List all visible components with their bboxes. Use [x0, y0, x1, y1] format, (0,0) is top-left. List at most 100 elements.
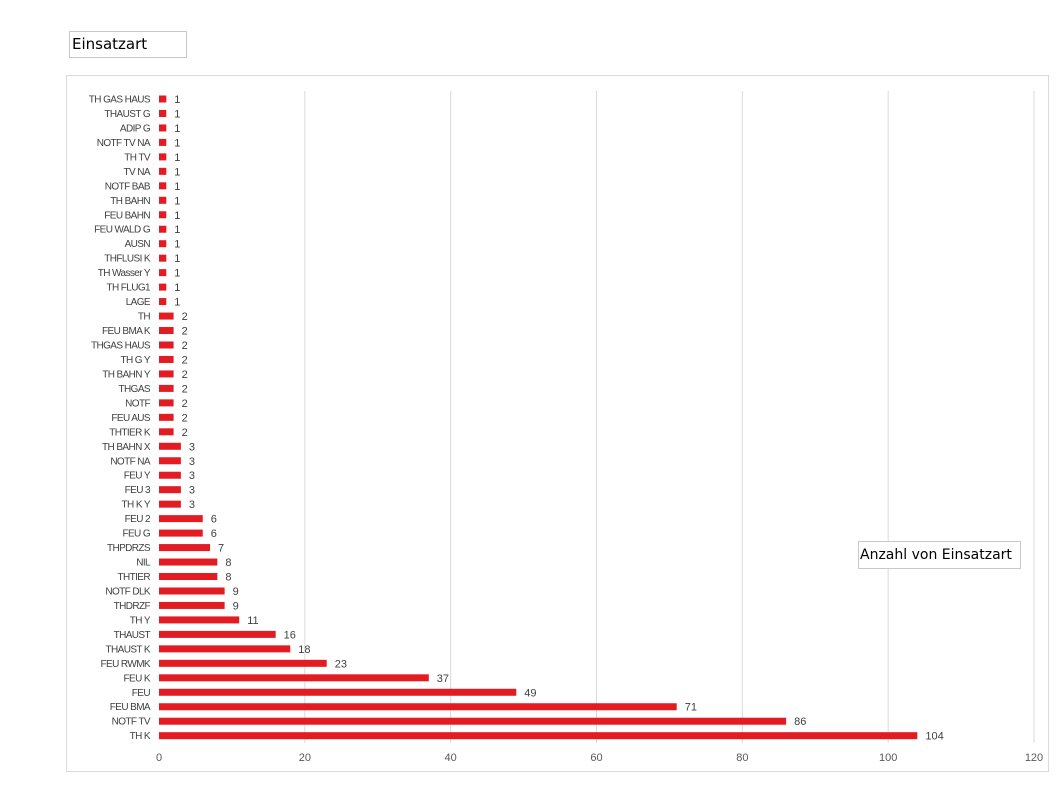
- bar[interactable]: [159, 327, 174, 335]
- field-button-einsatzart[interactable]: Einsatzart: [69, 31, 187, 58]
- data-label: 11: [247, 615, 258, 627]
- bar[interactable]: [159, 717, 787, 725]
- data-label: 1: [174, 137, 180, 149]
- bars: [159, 95, 918, 740]
- x-tick-label: 20: [299, 752, 311, 764]
- bar[interactable]: [159, 558, 218, 566]
- x-tick-label: 40: [445, 752, 457, 764]
- category-label: THAUST: [114, 630, 151, 641]
- bar[interactable]: [159, 153, 167, 161]
- bar[interactable]: [159, 298, 167, 306]
- category-label: NOTF TV NA: [97, 138, 151, 149]
- bar[interactable]: [159, 225, 167, 233]
- bar[interactable]: [159, 341, 174, 349]
- bar[interactable]: [159, 196, 167, 204]
- category-label: THAUST G: [104, 109, 150, 120]
- category-label: FEU G: [122, 529, 150, 540]
- data-label: 2: [182, 412, 188, 424]
- data-label: 1: [174, 297, 180, 309]
- bar[interactable]: [159, 515, 203, 523]
- category-label: THTIER: [117, 572, 150, 583]
- x-tick-label: 60: [590, 752, 602, 764]
- bar[interactable]: [159, 240, 167, 248]
- category-labels: TH GAS HAUS THAUST G ADIP G NOTF TV NA TH TV…: [89, 95, 152, 743]
- bar[interactable]: [159, 601, 225, 609]
- data-label: 2: [182, 326, 188, 338]
- category-label: TH BAHN Y: [102, 369, 151, 380]
- category-label: THPDRZS: [107, 543, 151, 554]
- category-label: LAGE: [126, 297, 151, 308]
- category-label: FEU WALD G: [94, 225, 151, 236]
- data-label: 3: [189, 456, 195, 468]
- bar[interactable]: [159, 269, 167, 277]
- bar[interactable]: [159, 109, 167, 117]
- category-label: FEU RWMK: [101, 659, 151, 670]
- category-label: FEU 3: [125, 485, 151, 496]
- x-tick-label: 100: [879, 752, 897, 764]
- bar[interactable]: [159, 182, 167, 190]
- bar[interactable]: [159, 167, 167, 175]
- bar[interactable]: [159, 732, 918, 740]
- data-label: 9: [233, 600, 239, 612]
- category-label: NOTF: [125, 398, 150, 409]
- category-label: TH FLUG1: [106, 283, 151, 294]
- bar[interactable]: [159, 544, 211, 552]
- bar[interactable]: [159, 616, 240, 624]
- category-label: NOTF DLK: [105, 586, 151, 597]
- category-label: FEU BMA: [110, 702, 151, 713]
- bar[interactable]: [159, 138, 167, 146]
- category-label: TH: [138, 312, 151, 323]
- bar[interactable]: [159, 428, 174, 436]
- bar[interactable]: [159, 283, 167, 291]
- data-label: 23: [335, 658, 347, 670]
- bar[interactable]: [159, 211, 167, 219]
- data-label: 3: [189, 499, 195, 511]
- bar[interactable]: [159, 674, 429, 682]
- bar[interactable]: [159, 370, 174, 378]
- category-label: TH Wasser Y: [98, 268, 151, 279]
- legend-entry[interactable]: Anzahl von Einsatzart: [858, 541, 1021, 569]
- bar[interactable]: [159, 486, 181, 494]
- bar[interactable]: [159, 529, 203, 537]
- bar[interactable]: [159, 355, 174, 363]
- bar[interactable]: [159, 312, 174, 320]
- data-label: 16: [284, 629, 296, 641]
- x-tick-labels: 0 20 40 60 80 100 120: [156, 752, 1043, 764]
- data-label: 1: [174, 195, 180, 207]
- category-label: FEU AUS: [111, 413, 151, 424]
- bar[interactable]: [159, 399, 174, 407]
- category-label: TH BAHN X: [102, 442, 151, 453]
- category-label: THDRZF: [114, 601, 151, 612]
- bar[interactable]: [159, 630, 276, 638]
- bar[interactable]: [159, 124, 167, 132]
- bar[interactable]: [159, 688, 517, 696]
- bar[interactable]: [159, 384, 174, 392]
- bar[interactable]: [159, 471, 181, 479]
- bar[interactable]: [159, 645, 291, 653]
- gridlines: [304, 91, 1035, 743]
- category-label: NOTF BAB: [105, 181, 151, 192]
- bar[interactable]: [159, 703, 677, 711]
- bar[interactable]: [159, 442, 181, 450]
- bar[interactable]: [159, 573, 218, 581]
- category-label: FEU K: [124, 673, 151, 684]
- data-label: 37: [437, 673, 449, 685]
- data-label: 86: [794, 716, 806, 728]
- data-label: 1: [174, 123, 180, 135]
- category-label: AUSN: [125, 239, 151, 250]
- bar[interactable]: [159, 413, 174, 421]
- bar[interactable]: [159, 254, 167, 262]
- bar[interactable]: [159, 659, 327, 667]
- bar[interactable]: [159, 457, 181, 465]
- chart-area: [66, 75, 1049, 772]
- category-label: NIL: [136, 558, 151, 569]
- x-tick-label: 120: [1025, 752, 1043, 764]
- data-label: 2: [182, 311, 188, 323]
- bar[interactable]: [159, 587, 225, 595]
- bar[interactable]: [159, 95, 167, 103]
- bar[interactable]: [159, 500, 181, 508]
- data-label: 9: [233, 586, 239, 598]
- data-label: 2: [182, 340, 188, 352]
- data-label: 3: [189, 441, 195, 453]
